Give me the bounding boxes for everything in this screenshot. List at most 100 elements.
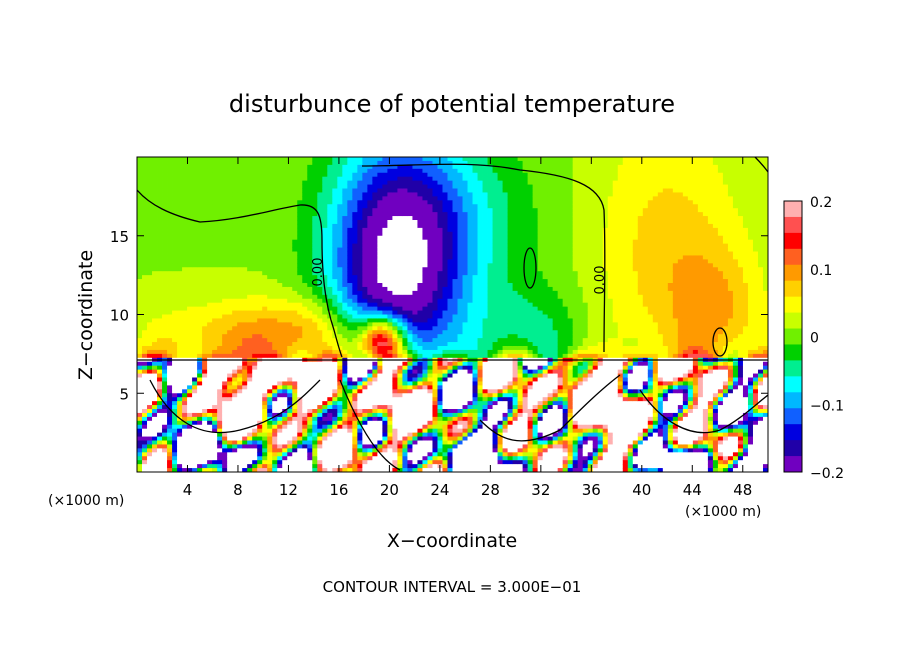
heatmap-cell [247,444,253,449]
heatmap-cell [187,452,193,457]
heatmap-cell [417,318,423,323]
heatmap-cell [152,409,158,414]
heatmap-cell [242,310,248,315]
heatmap-cell [332,349,338,355]
heatmap-cell [182,318,188,323]
heatmap-cell [367,448,373,453]
heatmap-cell [422,444,428,449]
heatmap-cell [427,369,433,374]
heatmap-cell [277,271,283,276]
heatmap-cell [292,302,298,308]
heatmap-cell [447,180,453,185]
heatmap-cell [247,286,253,292]
heatmap-cell [352,385,358,390]
heatmap-cell [202,377,208,382]
heatmap-cell [412,416,418,422]
heatmap-cell [437,208,443,213]
heatmap-cell [212,188,218,193]
heatmap-cell [207,326,213,331]
heatmap-cell [207,322,213,327]
heatmap-cell [357,275,363,280]
heatmap-cell [252,373,258,378]
heatmap-cell [147,353,153,359]
heatmap-cell [222,452,228,457]
heatmap-cell [252,420,258,426]
heatmap-cell [252,361,258,367]
heatmap-cell [257,444,263,449]
heatmap-cell [137,326,143,331]
heatmap-cell [312,456,318,461]
heatmap-cell [237,255,243,260]
heatmap-cell [232,286,238,292]
heatmap-cell [142,172,148,178]
heatmap-cell [427,286,433,292]
heatmap-cell [182,334,188,339]
heatmap-cell [262,468,268,472]
heatmap-cell [422,255,428,260]
heatmap-cell [362,424,368,430]
heatmap-cell [382,223,388,229]
heatmap-cell [242,436,248,441]
heatmap-cell [212,231,218,237]
heatmap-cell [252,444,258,449]
heatmap-cell [392,381,398,386]
heatmap-cell [257,298,263,304]
heatmap-cell [232,314,238,319]
heatmap-cell [137,440,143,445]
heatmap-cell [147,176,153,182]
heatmap-cell [312,444,318,449]
heatmap-cell [302,216,308,221]
heatmap-cell [422,188,428,193]
heatmap-cell [387,365,393,371]
heatmap-cell [247,334,253,339]
heatmap-cell [397,420,403,426]
heatmap-cell [287,290,293,296]
heatmap-cell [397,239,403,245]
heatmap-cell [187,275,193,280]
heatmap-cell [242,204,248,209]
heatmap-cell [362,369,368,374]
heatmap-cell [342,172,348,178]
heatmap-cell [212,448,218,453]
heatmap-cell [337,330,343,335]
heatmap-cell [172,322,178,327]
heatmap-cell [282,373,288,378]
heatmap-cell [162,436,168,441]
heatmap-cell [437,231,443,237]
heatmap-cell [282,290,288,296]
heatmap-cell [137,263,143,268]
heatmap-cell [167,416,173,422]
heatmap-cell [417,172,423,178]
heatmap-cell [262,440,268,445]
heatmap-cell [392,464,398,469]
heatmap-cell [412,255,418,260]
heatmap-cell [162,322,168,327]
heatmap-cell [212,464,218,469]
heatmap-cell [327,428,333,434]
heatmap-cell [212,412,218,418]
heatmap-cell [392,322,398,327]
heatmap-cell [317,208,323,213]
heatmap-cell [342,424,348,430]
heatmap-cell [252,318,258,323]
heatmap-cell [277,322,283,327]
heatmap-cell [317,444,323,449]
heatmap-cell [242,298,248,304]
heatmap-cell [297,168,303,174]
heatmap-cell [357,342,363,347]
heatmap-cell [357,322,363,327]
heatmap-cell [307,176,313,182]
heatmap-cell [442,456,448,461]
heatmap-cell [187,338,193,343]
heatmap-cell [447,235,453,241]
heatmap-cell [372,428,378,434]
heatmap-cell [217,393,223,398]
heatmap-cell [257,279,263,284]
heatmap-cell [382,369,388,374]
heatmap-cell [342,306,348,311]
heatmap-cell [272,460,278,465]
heatmap-cell [327,275,333,280]
heatmap-cell [137,306,143,311]
heatmap-cell [427,212,433,217]
heatmap-cell [412,401,418,406]
